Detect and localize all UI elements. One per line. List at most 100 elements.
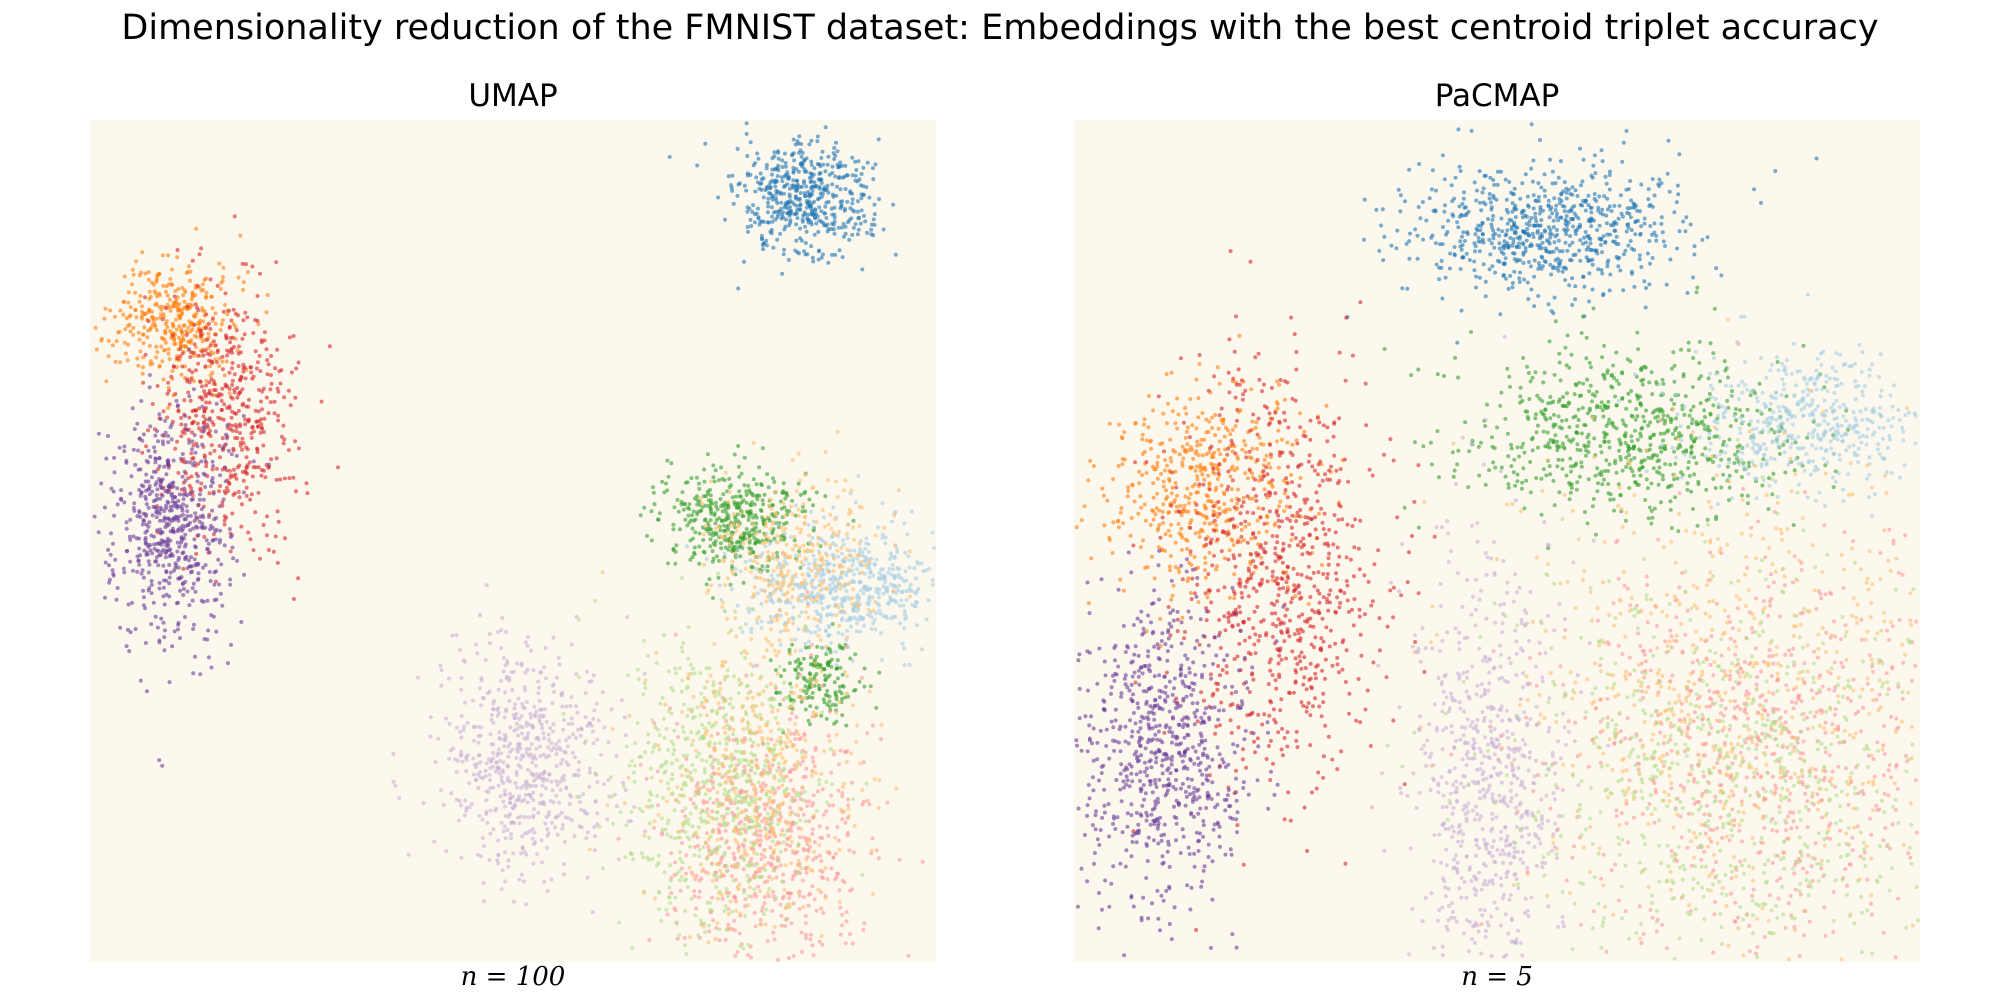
scatter-point [131,534,136,539]
scatter-point [200,513,205,518]
scatter-point [803,556,808,561]
scatter-point [799,930,804,935]
scatter-point [688,770,693,775]
scatter-point [177,544,182,549]
scatter-point [732,500,737,505]
scatter-point [810,691,815,695]
scatter-point [111,489,116,494]
scatter-point [198,672,203,677]
scatter-point [701,845,706,850]
scatter-point [551,745,556,750]
scatter-point [166,440,171,445]
scatter-point [707,721,712,726]
scatter-point [869,232,874,237]
scatter-point [258,369,263,374]
scatter-point [190,327,195,332]
scatter-point [843,478,848,483]
scatter-point [749,630,754,635]
scatter-point [233,311,238,316]
scatter-point [169,437,174,442]
scatter-point [227,386,232,391]
scatter-cluster [684,473,936,669]
scatter-point [709,862,714,867]
scatter-point [237,344,241,349]
scatter-point [851,559,856,564]
scatter-point [526,731,531,736]
scatter-point [236,408,241,413]
scatter-point [739,471,744,476]
scatter-point [754,566,758,571]
scatter-point [800,878,805,883]
scatter-point [656,861,661,866]
scatter-point [710,760,715,765]
scatter-point [816,618,821,623]
scatter-point [137,299,142,304]
scatter-point [701,538,706,542]
scatter-point [208,277,213,282]
scatter-point [212,448,217,453]
scatter-point [898,621,903,626]
scatter-point [739,532,744,537]
scatter-point [706,588,711,592]
scatter-point [144,444,149,449]
scatter-point [490,764,495,769]
scatter-point [811,525,816,530]
scatter-point [827,704,832,709]
scatter-point [850,197,855,202]
scatter-point [805,548,810,553]
scatter-point [477,813,482,818]
scatter-point [727,727,732,732]
scatter-point [736,519,741,524]
scatter-point [815,139,820,144]
scatter-point [246,419,251,424]
scatter-point [209,392,214,397]
scatter-point [219,398,224,403]
scatter-point [147,562,152,567]
scatter-point [523,688,528,693]
scatter-point [760,446,765,451]
scatter-point [897,583,902,588]
scatter-point [516,696,521,701]
scatter-point [803,624,808,629]
scatter-point [487,772,492,777]
scatter-point [769,205,774,210]
scatter-point [800,184,804,189]
scatter-point [785,628,790,633]
scatter-point [458,729,462,734]
scatter-point [788,805,793,810]
scatter-point [924,617,929,622]
scatter-point [864,185,869,190]
scatter-point [578,733,583,738]
scatter-point [278,381,283,386]
scatter-point [167,388,171,393]
scatter-point [807,533,811,538]
scatter-point [218,528,223,533]
scatter-point [547,772,552,777]
scatter-point [855,592,860,597]
scatter-point [819,255,824,260]
scatter-point [717,938,722,943]
scatter-point [550,683,555,688]
scatter-point [217,540,222,545]
scatter-point [797,545,802,550]
scatter-point [844,570,849,575]
scatter-point [808,704,813,709]
scatter-point [118,360,123,365]
scatter-point [125,548,130,553]
scatter-point [775,580,779,585]
scatter-point [503,663,508,668]
scatter-point [810,832,815,836]
scatter-point [747,550,752,555]
scatter-point [567,735,572,740]
scatter-point [771,245,776,250]
scatter-point [220,367,225,372]
scatter-point [707,504,712,508]
scatter-point [230,511,235,516]
scatter-point [547,810,552,815]
scatter-point [606,740,611,745]
scatter-point [234,429,239,434]
scatter-point [762,492,767,497]
scatter-point [112,513,117,518]
scatter-point [704,810,709,815]
scatter-point [695,494,699,499]
